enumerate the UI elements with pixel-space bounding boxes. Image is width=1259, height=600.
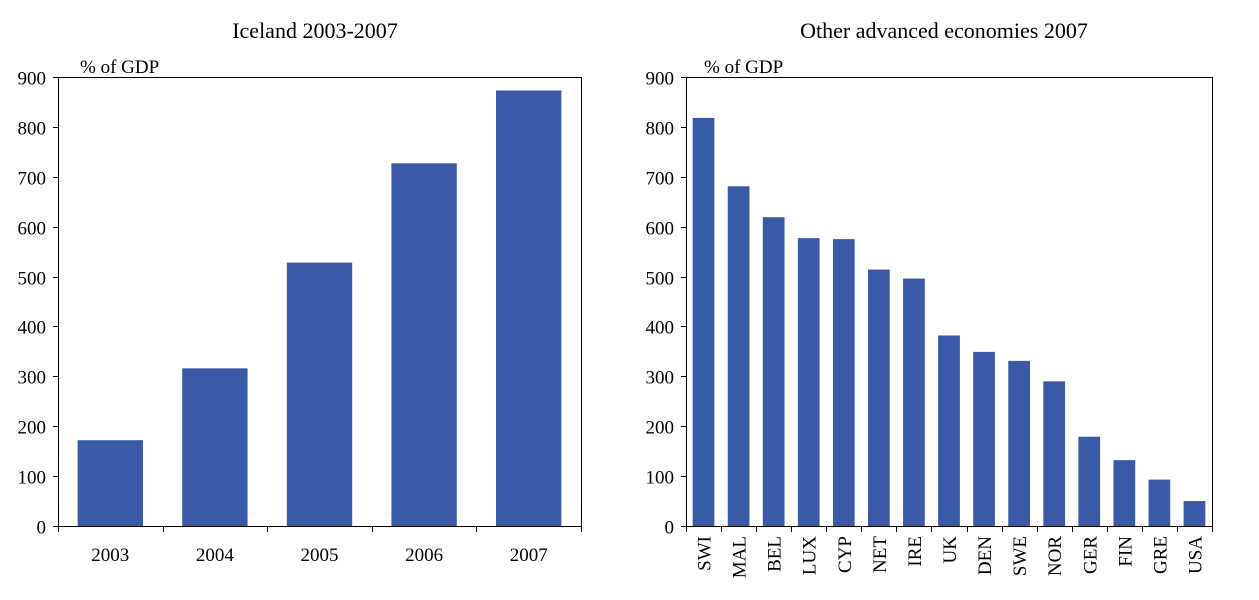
bar-lux <box>797 238 820 526</box>
bar-ire <box>903 278 925 526</box>
bar-cyp <box>832 239 855 526</box>
y-tick-label: 0 <box>37 518 47 539</box>
plot-frame <box>686 77 1213 527</box>
bar-2006 <box>391 163 457 526</box>
x-tick-label: BEL <box>765 536 786 572</box>
chart-iceland: Iceland 2003-2007 % of GDP 0 100 200 300 400… <box>18 18 582 566</box>
y-tick-label: 0 <box>665 518 675 539</box>
x-tick-label: 2004 <box>196 545 235 566</box>
y-tick-label: 100 <box>646 468 675 489</box>
bar-swe <box>1008 360 1031 526</box>
x-tick-label: USA <box>1185 536 1206 574</box>
x-tick-label: 2006 <box>405 545 443 566</box>
bar-den <box>973 351 995 526</box>
y-tick-label: 900 <box>646 69 675 90</box>
bar-ger <box>1078 436 1101 526</box>
y-tick-label: 100 <box>18 468 47 489</box>
bar-2007 <box>496 90 562 526</box>
y-tick-label: 800 <box>18 119 47 140</box>
x-tick-label: DEN <box>975 536 996 575</box>
x-tick-label: NET <box>870 536 891 573</box>
x-tick-label: FIN <box>1115 536 1136 567</box>
x-tick-label: LUX <box>800 536 821 575</box>
y-tick-label: 200 <box>18 418 47 439</box>
y-tick-label: 500 <box>646 269 675 290</box>
y-tick-label: 500 <box>18 269 47 290</box>
bar-swi <box>692 117 715 527</box>
y-tick-label: 700 <box>18 169 47 190</box>
x-tick-label: IRE <box>905 536 926 567</box>
x-tick-label: MAL <box>730 536 751 578</box>
bar-fin <box>1113 460 1136 526</box>
bar-2004 <box>182 368 248 526</box>
x-tick-label: 2003 <box>91 545 129 566</box>
bar-usa <box>1183 501 1206 526</box>
bar-bel <box>762 217 785 526</box>
y-axis: 0 100 200 300 400 500 600 700 800 900 <box>646 69 686 539</box>
y-tick-label: 300 <box>646 368 675 389</box>
y-tick-label: 600 <box>18 219 47 240</box>
x-tick-label: UK <box>940 536 961 564</box>
x-tick-label: SWE <box>1010 536 1031 576</box>
y-axis: 0 100 200 300 400 500 600 700 800 900 <box>18 69 58 539</box>
y-tick-label: 700 <box>646 169 675 190</box>
unit-label: % of GDP <box>80 57 159 78</box>
x-axis: 2003 2004 2005 2006 2007 <box>58 526 582 566</box>
chart-title: Iceland 2003-2007 <box>232 18 398 43</box>
x-tick-label: SWI <box>695 536 716 571</box>
x-tick-label: GRE <box>1150 536 1171 574</box>
x-tick-label: 2005 <box>301 545 339 566</box>
bars <box>692 117 1206 527</box>
y-tick-label: 600 <box>646 219 675 240</box>
x-tick-label: GER <box>1080 536 1101 574</box>
y-tick-label: 800 <box>646 119 675 140</box>
plot-frame <box>58 77 582 527</box>
bar-net <box>867 269 890 526</box>
unit-label: % of GDP <box>704 57 783 78</box>
bar-mal <box>727 186 750 527</box>
y-tick-label: 300 <box>18 368 47 389</box>
chart-other-advanced-economies: Other advanced economies 2007 % of GDP 0… <box>646 18 1213 578</box>
bar-gre <box>1148 479 1171 526</box>
y-tick-label: 900 <box>18 69 47 90</box>
bar-nor <box>1043 381 1066 526</box>
x-tick-label: NOR <box>1045 536 1066 576</box>
x-tick-label: 2007 <box>510 545 548 566</box>
bar-2003 <box>77 440 143 526</box>
bar-uk <box>938 335 960 526</box>
x-tick-label: CYP <box>835 536 856 573</box>
x-axis: SWI MAL BEL LUX CYP NET IRE UK DEN SWE NOR GER FIN GR… <box>686 526 1213 578</box>
y-tick-label: 400 <box>18 318 47 339</box>
y-tick-label: 200 <box>646 418 675 439</box>
y-tick-label: 400 <box>646 318 675 339</box>
bars <box>77 90 562 526</box>
bar-2005 <box>286 262 353 526</box>
chart-title: Other advanced economies 2007 <box>800 18 1088 43</box>
